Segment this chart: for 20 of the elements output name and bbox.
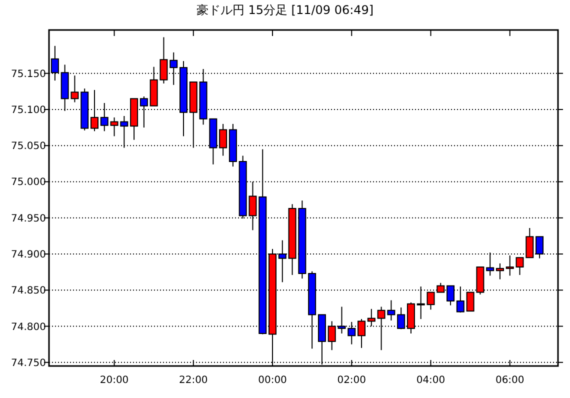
y-tick-label: 74.950	[11, 213, 46, 224]
x-tick-label: 06:00	[495, 375, 524, 386]
y-tick-label: 75.100	[11, 104, 46, 116]
candlestick	[506, 254, 514, 276]
y-tick-label: 74.800	[11, 322, 46, 333]
y-tick-label: 74.900	[11, 250, 46, 260]
x-tick-label: 04:00	[416, 375, 446, 386]
chart-title: 豪ドル円 15分足 [11/09 06:49]	[196, 3, 374, 17]
x-tick-label: 22:00	[178, 375, 208, 386]
candlestick	[90, 89, 98, 132]
y-tick-label: 74.750	[11, 358, 46, 369]
y-tick-label: 75.000	[11, 177, 46, 188]
x-tick-label: 00:00	[258, 375, 287, 386]
y-tick-label: 75.050	[11, 141, 46, 152]
y-tick-label: 74.850	[11, 286, 46, 297]
candlestick	[456, 286, 464, 314]
x-tick-label: 20:00	[100, 375, 129, 386]
x-tick-label: 02:00	[337, 375, 366, 386]
y-tick-label: 75.150	[11, 68, 46, 80]
candlestick	[496, 262, 504, 280]
